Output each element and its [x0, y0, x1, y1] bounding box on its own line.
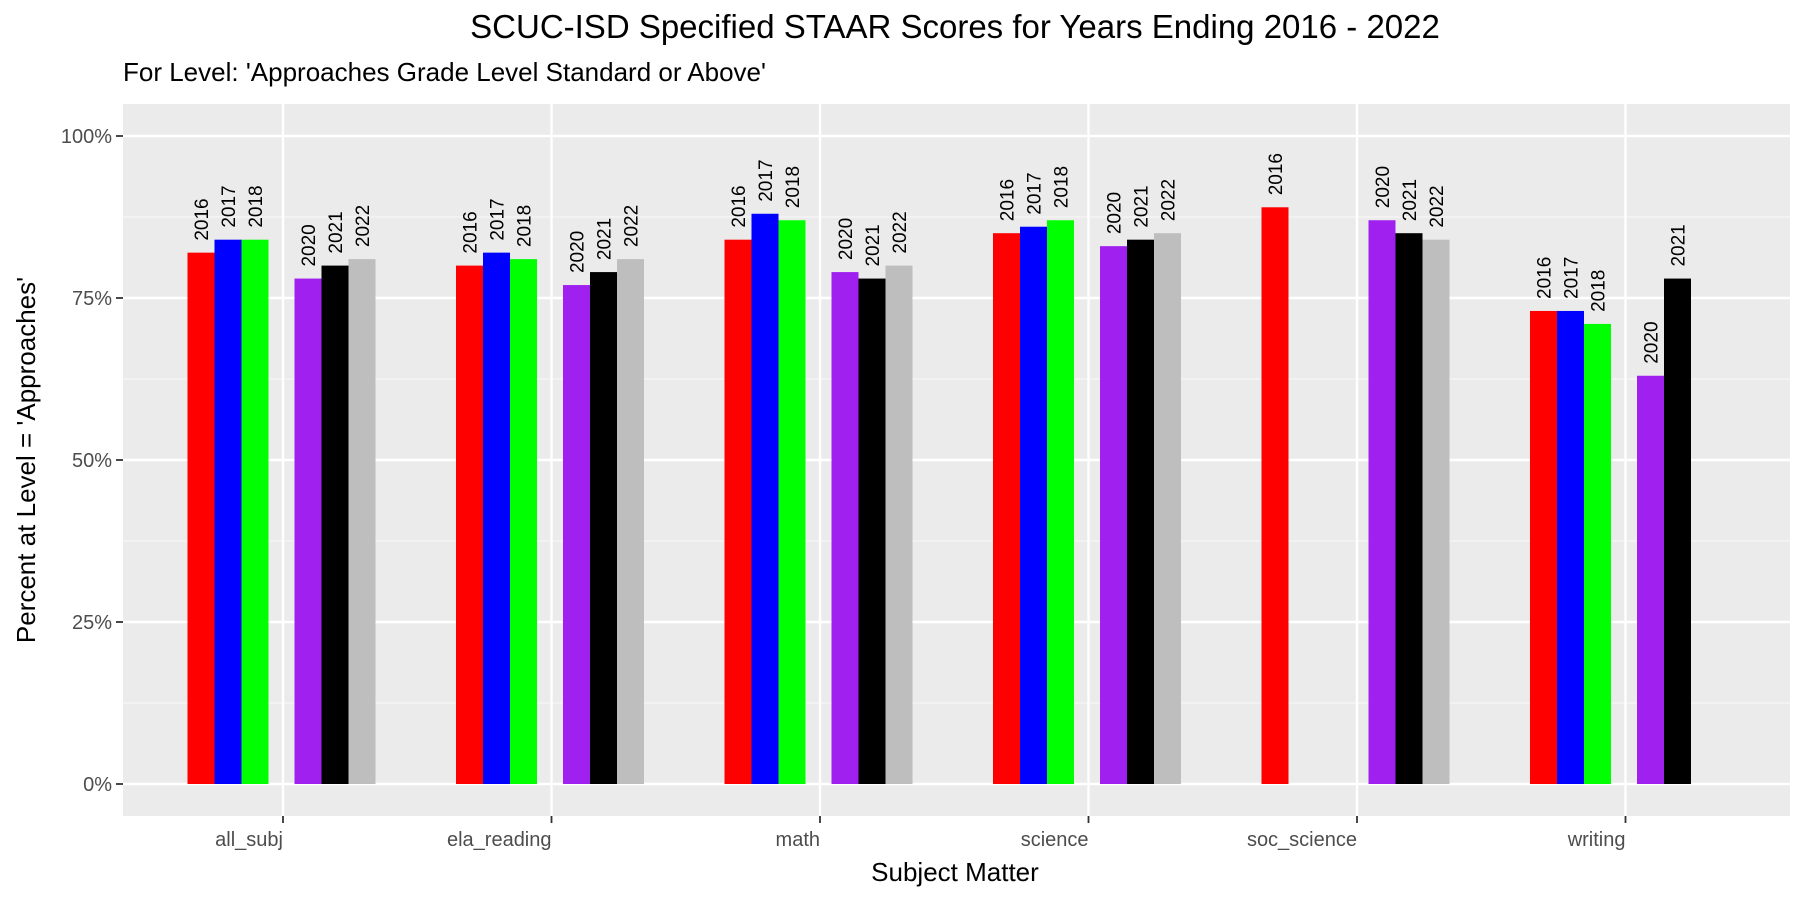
- bar-label-soc_science-2021: 2021: [1400, 179, 1421, 221]
- bar-label-ela_reading-2016: 2016: [461, 211, 482, 253]
- bar-math-2022: [885, 265, 913, 785]
- bar-label-math-2020: 2020: [836, 218, 857, 260]
- bar-label-ela_reading-2021: 2021: [595, 218, 616, 260]
- bar-writing-2021: [1664, 278, 1691, 784]
- bar-writing-2020: [1637, 375, 1664, 784]
- bar-label-science-2016: 2016: [998, 179, 1019, 221]
- y-axis: 0% 25% 50% 75% 100%: [61, 126, 123, 796]
- bar-math-2018: [778, 220, 806, 785]
- bar-soc_science-2016: [1261, 207, 1289, 784]
- bar-label-math-2021: 2021: [863, 224, 884, 266]
- bar-label-ela_reading-2017: 2017: [488, 198, 509, 240]
- bar-label-writing-2016: 2016: [1535, 257, 1556, 299]
- y-tick-label: 100%: [61, 126, 112, 148]
- y-axis-title: Percent at Level = 'Approaches': [11, 277, 41, 643]
- bar-science-2021: [1127, 239, 1154, 784]
- bar-label-soc_science-2016: 2016: [1266, 153, 1287, 195]
- bar-label-all_subj-2018: 2018: [246, 185, 267, 227]
- x-tick-label: ela_reading: [447, 829, 552, 851]
- bar-label-all_subj-2016: 2016: [192, 198, 213, 240]
- bar-label-science-2017: 2017: [1025, 172, 1046, 214]
- bar-label-science-2022: 2022: [1159, 179, 1180, 221]
- bar-all_subj-2020: [294, 278, 322, 784]
- bar-label-all_subj-2017: 2017: [219, 185, 240, 227]
- y-tick-label: 50%: [72, 450, 112, 472]
- bar-ela_reading-2017: [483, 252, 510, 784]
- x-axis: all_subj ela_reading math science soc_scienc…: [215, 816, 1627, 851]
- bar-label-ela_reading-2018: 2018: [515, 205, 536, 247]
- bar-science-2018: [1047, 220, 1074, 785]
- bar-label-all_subj-2021: 2021: [326, 211, 347, 253]
- bar-all_subj-2021: [321, 265, 349, 785]
- bar-soc_science-2022: [1422, 239, 1450, 784]
- bar-label-science-2021: 2021: [1132, 185, 1153, 227]
- chart-subtitle: For Level: 'Approaches Grade Level Stand…: [123, 57, 766, 87]
- bar-label-math-2018: 2018: [783, 166, 804, 208]
- y-tick-label: 75%: [72, 288, 112, 310]
- x-tick-label: writing: [1567, 829, 1626, 851]
- bar-label-soc_science-2020: 2020: [1373, 166, 1394, 208]
- y-tick-label: 25%: [72, 612, 112, 634]
- bar-writing-2018: [1584, 323, 1611, 784]
- bar-math-2021: [858, 278, 886, 784]
- bar-label-all_subj-2022: 2022: [353, 205, 374, 247]
- y-tick-label: 0%: [83, 774, 112, 796]
- bar-label-writing-2021: 2021: [1669, 224, 1690, 266]
- grid-lines: [123, 104, 1790, 816]
- bar-math-2017: [751, 213, 779, 784]
- bar-writing-2017: [1557, 310, 1584, 784]
- bar-ela_reading-2020: [563, 285, 590, 784]
- bar-label-ela_reading-2022: 2022: [622, 205, 643, 247]
- bar-soc_science-2020: [1368, 220, 1396, 785]
- bar-science-2016: [993, 233, 1020, 784]
- bar-writing-2016: [1530, 310, 1557, 784]
- bar-label-writing-2017: 2017: [1562, 257, 1583, 299]
- bar-all_subj-2018: [241, 239, 269, 784]
- bar-science-2017: [1020, 226, 1047, 785]
- bar-label-ela_reading-2020: 2020: [568, 231, 589, 273]
- x-tick-label: math: [776, 829, 820, 851]
- bar-all_subj-2016: [187, 252, 215, 784]
- bar-ela_reading-2016: [456, 265, 483, 785]
- x-tick-label: all_subj: [215, 829, 283, 851]
- bar-soc_science-2021: [1395, 233, 1423, 784]
- bar-ela_reading-2021: [590, 272, 617, 784]
- bar-science-2020: [1100, 246, 1127, 784]
- bar-all_subj-2017: [214, 239, 242, 784]
- bars: [187, 207, 1691, 785]
- x-tick-label: science: [1021, 829, 1089, 851]
- bar-science-2022: [1154, 233, 1181, 784]
- chart-title: SCUC-ISD Specified STAAR Scores for Year…: [470, 8, 1440, 45]
- bar-ela_reading-2018: [510, 259, 537, 784]
- bar-math-2020: [831, 272, 859, 784]
- bar-all_subj-2022: [348, 259, 376, 784]
- bar-label-math-2017: 2017: [756, 159, 777, 201]
- bar-label-all_subj-2020: 2020: [299, 224, 320, 266]
- bar-label-science-2020: 2020: [1105, 192, 1126, 234]
- bar-label-math-2022: 2022: [890, 211, 911, 253]
- bar-labels: 2016 2017 2018 2020 2021 2022 2016 2017 2018 2020…: [192, 153, 1690, 364]
- bar-label-soc_science-2022: 2022: [1427, 185, 1448, 227]
- bar-label-writing-2018: 2018: [1589, 270, 1610, 312]
- bar-label-math-2016: 2016: [729, 185, 750, 227]
- bar-label-science-2018: 2018: [1052, 166, 1073, 208]
- bar-label-writing-2020: 2020: [1642, 321, 1663, 363]
- x-tick-label: soc_science: [1247, 829, 1357, 851]
- x-axis-title: Subject Matter: [871, 857, 1039, 887]
- bar-math-2016: [724, 239, 752, 784]
- bar-ela_reading-2022: [617, 259, 644, 784]
